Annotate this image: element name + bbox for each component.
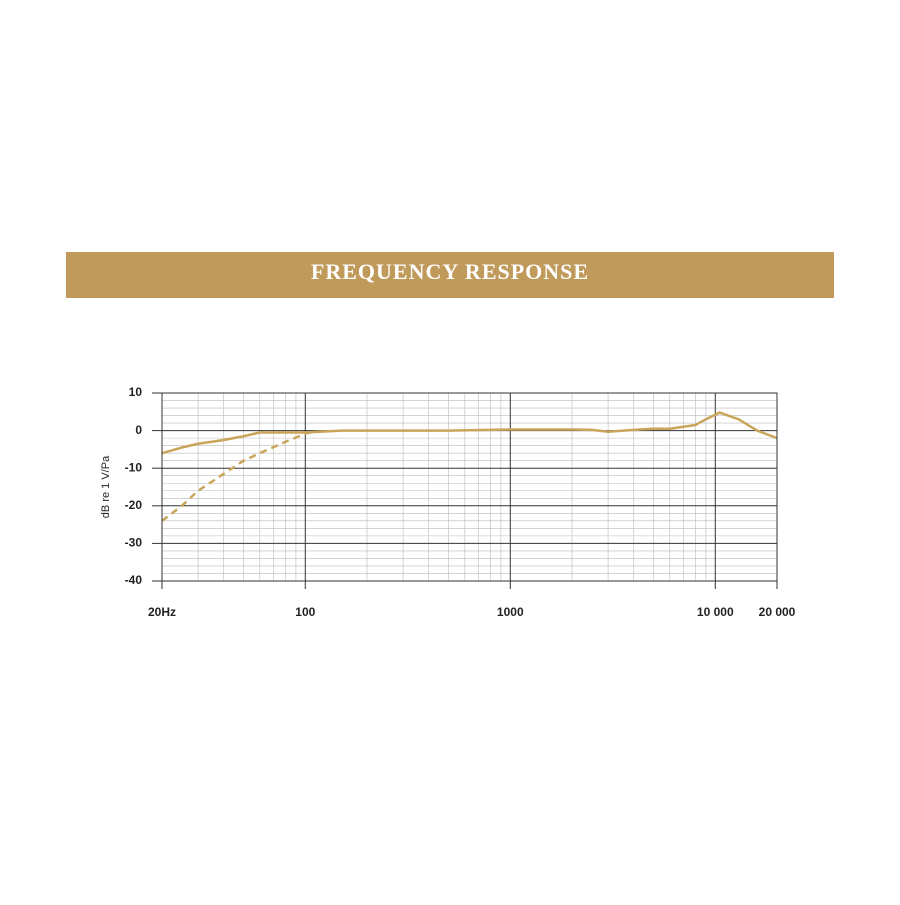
series-line [161,411,778,455]
title-banner [66,252,834,298]
x-tick-label: 1000 [497,605,524,619]
y-tick-label: -30 [125,536,143,550]
x-tick-label: 20 000 [759,605,796,619]
y-tick-label: -40 [125,573,143,587]
x-tick-label: 20Hz [148,605,176,619]
y-tick-label: 0 [135,423,142,437]
series-line [161,430,315,522]
y-tick-label: -10 [125,460,143,474]
chart-title: FREQUENCY RESPONSE [311,259,589,284]
y-tick-label: -20 [125,498,143,512]
y-tick-label: 10 [129,385,143,399]
y-axis-label: dB re 1 V/Pa [100,455,112,518]
plot-frame [161,392,778,582]
x-tick-label: 10 000 [697,605,734,619]
x-tick-label: 100 [295,605,315,619]
